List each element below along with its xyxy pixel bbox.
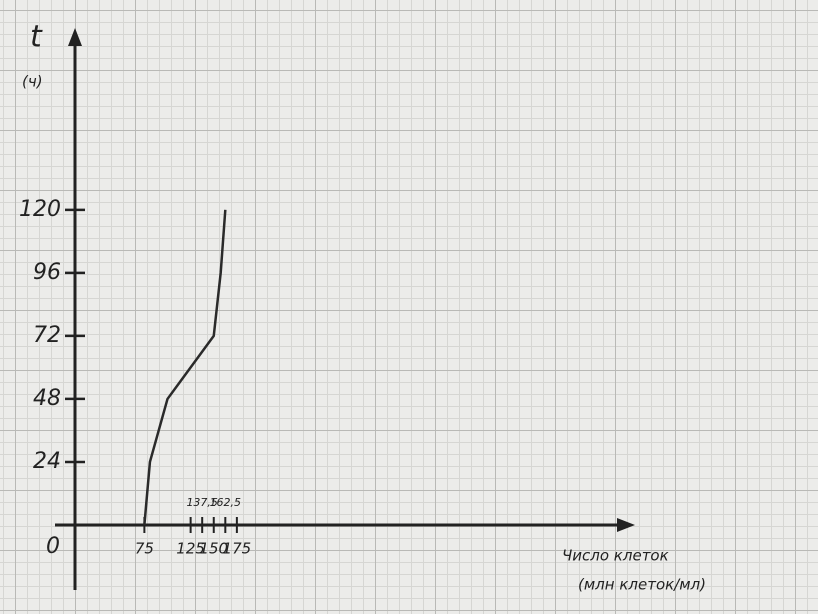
y-arrow xyxy=(68,28,82,46)
x-tick-label: 75 xyxy=(135,540,154,558)
x-arrow xyxy=(617,518,635,532)
x-unit: (млн клеток/мл) xyxy=(578,576,706,594)
x-tick-label: 137,5 xyxy=(186,496,218,509)
x-tick-label: 125 xyxy=(176,540,205,558)
x-label: Число клеток xyxy=(562,547,669,565)
y-tick-label: 72 xyxy=(33,323,61,348)
y-unit: (ч) xyxy=(22,73,43,91)
x-tick-label: 162,5 xyxy=(210,496,242,509)
y-tick-label: 48 xyxy=(33,386,61,411)
y-tick-label: 120 xyxy=(19,197,61,222)
y-label: t xyxy=(30,20,43,55)
x-tick-label: 150 xyxy=(199,540,228,558)
x-tick-label: 175 xyxy=(223,540,252,558)
curve xyxy=(143,209,227,526)
y-tick-label: 96 xyxy=(33,260,61,285)
x-tick-label: 0 xyxy=(46,534,60,559)
y-tick-label: 24 xyxy=(33,449,61,474)
